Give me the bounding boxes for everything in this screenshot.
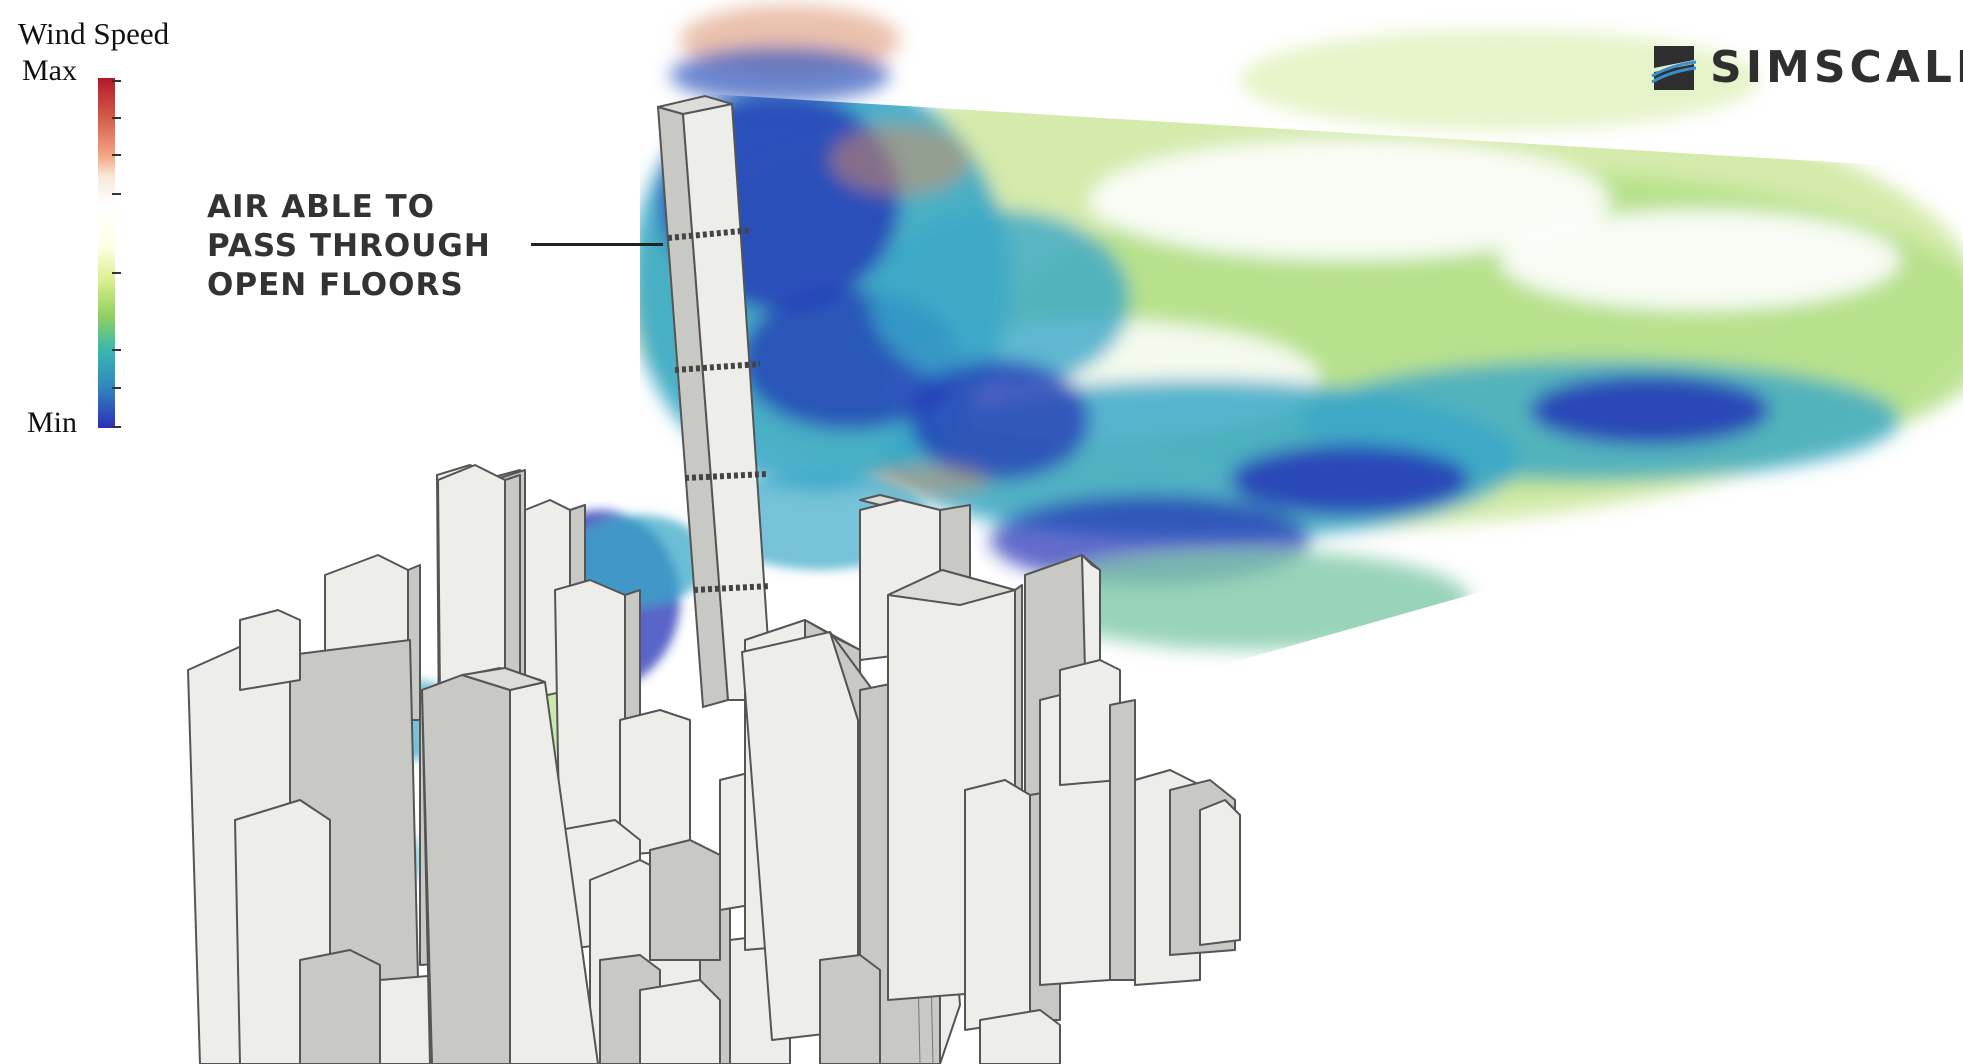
callout-text: AIR ABLE TO PASS THROUGH OPEN FLOORS [207, 188, 491, 305]
colorbar-tick [112, 117, 121, 119]
colorbar-tick [112, 193, 121, 195]
wind-plume-top [670, 5, 1760, 130]
legend-colorbar [98, 78, 115, 428]
colorbar-tick [112, 426, 121, 428]
colorbar-tick [112, 154, 121, 156]
colorbar-tick [112, 387, 121, 389]
legend-max-label: Max [22, 54, 77, 87]
simscale-logo-icon [1651, 46, 1697, 90]
colorbar-tick [112, 349, 121, 351]
callout-line-3: OPEN FLOORS [207, 267, 464, 303]
colorbar-tick [112, 272, 121, 274]
colorbar-tick [112, 80, 121, 82]
legend-min-label: Min [27, 406, 78, 439]
callout-leader-line [531, 243, 663, 246]
front-tall-building [421, 667, 599, 1064]
callout-line-1: AIR ABLE TO [207, 189, 436, 225]
logo-text: SIMSCALE [1710, 42, 1963, 93]
central-tower [656, 94, 774, 709]
simscale-logo: SIMSCALE [1648, 40, 1963, 96]
legend-title: Wind Speed [18, 16, 170, 51]
callout-line-2: PASS THROUGH [207, 228, 491, 264]
